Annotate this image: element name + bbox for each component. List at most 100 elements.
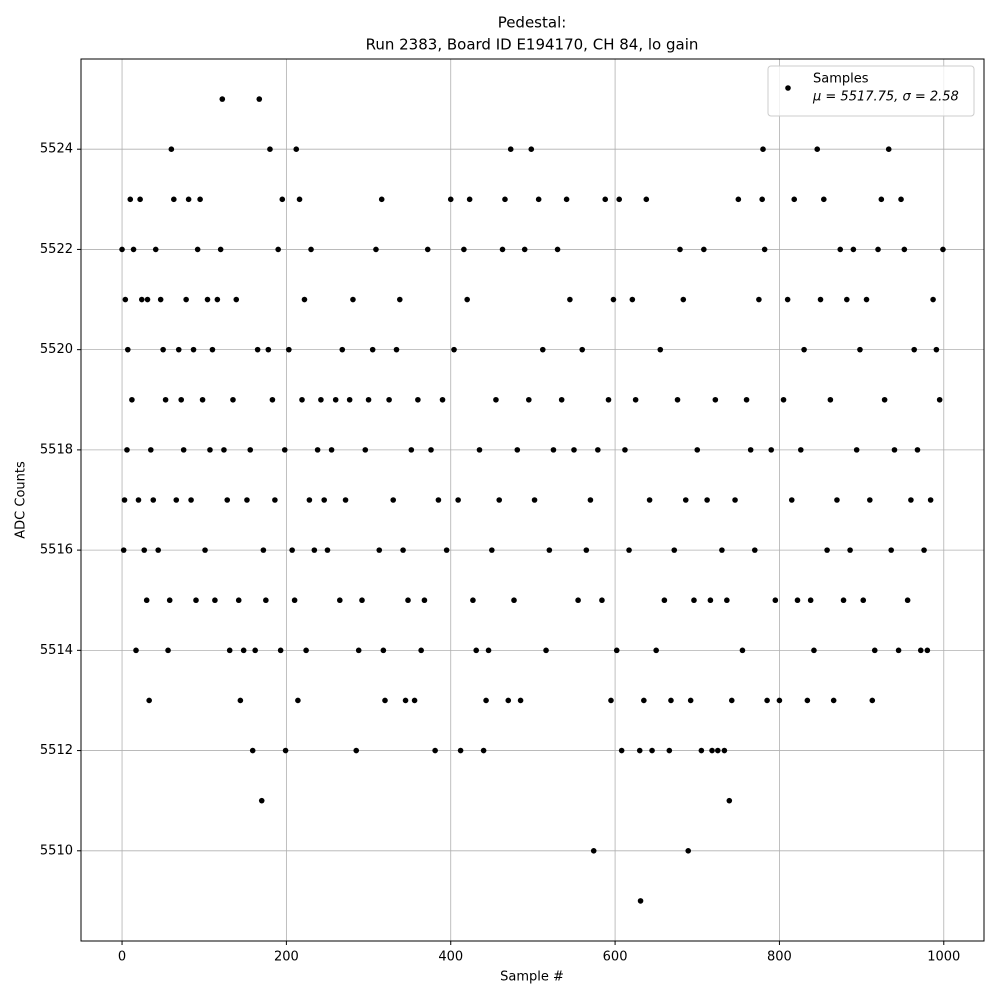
point — [362, 447, 369, 453]
point — [279, 196, 286, 203]
point — [571, 447, 577, 453]
point — [539, 346, 546, 353]
point — [466, 196, 473, 203]
point — [677, 246, 683, 253]
point — [124, 447, 130, 453]
point — [680, 296, 687, 303]
point — [911, 346, 917, 353]
point — [850, 246, 857, 253]
point — [554, 246, 561, 253]
point — [143, 597, 150, 604]
point — [150, 497, 157, 503]
point — [303, 647, 309, 654]
x-axis-label: Sample # — [500, 970, 564, 985]
point — [618, 747, 625, 754]
point — [505, 697, 512, 704]
point — [160, 346, 166, 353]
point — [587, 497, 594, 503]
point — [120, 547, 127, 553]
point — [175, 346, 182, 353]
point — [860, 597, 867, 604]
point — [895, 647, 902, 654]
point — [898, 196, 904, 203]
point — [373, 246, 379, 253]
point — [324, 547, 331, 553]
chart-subtitle: Run 2383, Board ID E194170, CH 84, lo ga… — [366, 36, 699, 54]
point — [256, 96, 263, 102]
point — [917, 647, 924, 654]
point — [528, 146, 535, 153]
point — [133, 647, 139, 654]
point — [369, 346, 376, 353]
point — [146, 697, 152, 704]
point — [661, 597, 668, 604]
point — [666, 747, 673, 754]
x-tick-label: 800 — [767, 950, 792, 965]
point — [306, 497, 313, 503]
point — [380, 647, 387, 654]
point — [761, 246, 768, 253]
point — [558, 396, 565, 403]
point — [583, 547, 590, 553]
point — [339, 346, 346, 353]
point — [122, 296, 129, 303]
point — [138, 296, 145, 303]
point — [493, 396, 499, 403]
point — [649, 747, 655, 754]
point — [342, 497, 349, 503]
point — [178, 396, 185, 403]
point — [355, 647, 362, 654]
point — [933, 346, 940, 353]
point — [135, 497, 142, 503]
point — [563, 196, 570, 203]
point — [857, 346, 863, 353]
point — [807, 597, 814, 604]
point — [148, 447, 154, 453]
point — [119, 246, 125, 253]
point — [337, 597, 343, 604]
point — [152, 246, 159, 253]
legend-box — [767, 65, 975, 117]
point — [507, 146, 514, 153]
point — [632, 396, 639, 403]
point — [289, 547, 295, 553]
point — [457, 747, 464, 754]
point — [365, 396, 372, 403]
point — [914, 447, 921, 453]
point — [260, 547, 267, 553]
point — [936, 396, 943, 403]
point — [476, 447, 483, 453]
point — [318, 396, 324, 403]
point — [168, 146, 175, 153]
point — [784, 296, 791, 303]
point — [166, 597, 173, 604]
point — [202, 547, 208, 553]
point — [797, 447, 804, 453]
point — [643, 196, 650, 203]
point — [622, 447, 628, 453]
point — [927, 497, 934, 503]
point — [791, 196, 798, 203]
point — [124, 346, 131, 353]
point — [780, 396, 787, 403]
point — [249, 747, 256, 754]
point — [878, 196, 885, 203]
point — [396, 296, 403, 303]
legend-annotation: μ = 5517.75, σ = 2.58 — [812, 90, 959, 105]
point — [226, 647, 233, 654]
point — [801, 346, 807, 353]
point — [629, 296, 636, 303]
point — [732, 497, 738, 503]
point — [496, 497, 503, 503]
point — [235, 597, 242, 604]
point — [144, 296, 151, 303]
point — [301, 296, 308, 303]
point — [204, 296, 211, 303]
point — [171, 196, 177, 203]
point — [217, 246, 224, 253]
point — [867, 497, 873, 503]
point — [940, 246, 946, 253]
point — [610, 296, 617, 303]
point — [751, 547, 758, 553]
point — [461, 246, 467, 253]
